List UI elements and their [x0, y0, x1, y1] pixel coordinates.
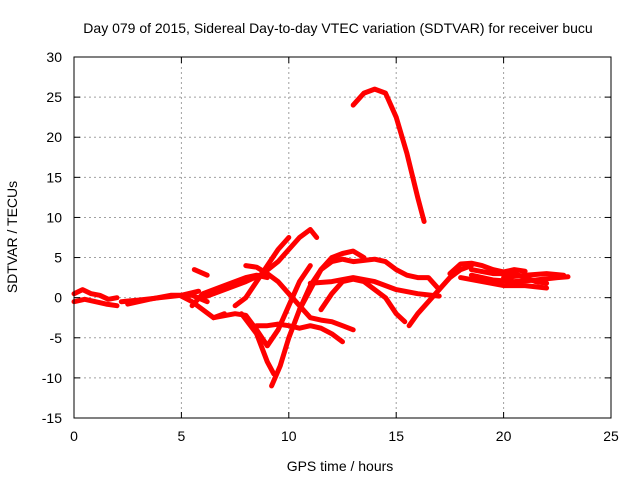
- series-arc-21: [458, 275, 550, 291]
- y-tick-label: -5: [50, 330, 63, 346]
- x-tick-label: 25: [603, 428, 619, 444]
- y-tick-label: -10: [42, 370, 62, 386]
- plot-border: [73, 56, 612, 419]
- series-arc-19: [350, 86, 427, 224]
- x-tick-label: 0: [70, 428, 78, 444]
- y-tick-label: 15: [46, 169, 62, 185]
- chart-title: Day 079 of 2015, Sidereal Day-to-day VTE…: [83, 20, 592, 36]
- y-tick-label: 25: [46, 89, 62, 105]
- y-tick-label: 0: [54, 290, 62, 306]
- series-arc-5: [191, 267, 210, 278]
- x-tick-label: 5: [178, 428, 186, 444]
- data-series: [71, 86, 571, 389]
- series-arc-10: [239, 311, 277, 377]
- grid-lines: [74, 57, 611, 418]
- y-tick-label: 20: [46, 129, 62, 145]
- series-arc-11: [232, 235, 292, 309]
- y-axis-label: SDTVAR / TECUs: [4, 181, 20, 293]
- series-arc-18: [406, 263, 474, 329]
- x-axis-label: GPS time / hours: [287, 458, 394, 474]
- series-arc-15: [297, 256, 442, 313]
- x-tick-label: 20: [496, 428, 512, 444]
- axis-ticks: [73, 56, 612, 419]
- y-tick-label: 5: [54, 250, 62, 266]
- series-arc-1: [71, 287, 120, 302]
- series-arc-20: [447, 260, 528, 277]
- series-arc-24: [468, 272, 571, 285]
- series-arc-17: [307, 275, 442, 299]
- x-tick-label: 15: [388, 428, 404, 444]
- x-tick-label: 10: [281, 428, 297, 444]
- series-arc-8: [200, 227, 320, 301]
- axis-tick-labels: 0 5 10 15 20 25 -15 -10 -5 0 5 10 15 20 25 30: [42, 49, 619, 444]
- y-tick-label: 30: [46, 49, 62, 65]
- series-arc-13: [254, 321, 345, 345]
- series-arc-9: [211, 263, 313, 349]
- series-arc-23: [501, 271, 567, 281]
- y-tick-label: 10: [46, 209, 62, 225]
- y-tick-label: -15: [42, 410, 62, 426]
- series-arc-2: [71, 296, 120, 309]
